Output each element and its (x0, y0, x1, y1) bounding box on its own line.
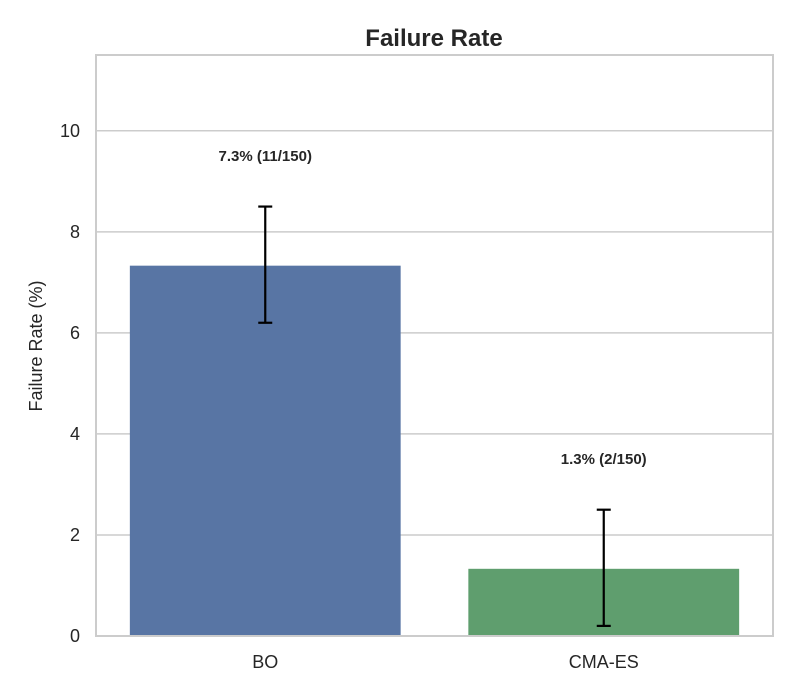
y-tick-label: 0 (70, 626, 80, 646)
labels: 0 2 4 6 8 10 BO 7.3% (11/150) CMA-ES 1.3% (2/150) (60, 121, 647, 672)
y-tick-label: 8 (70, 222, 80, 242)
plot-frame (95, 54, 774, 637)
data-label: 7.3% (11/150) (219, 148, 312, 165)
x-tick-label: BO (252, 652, 278, 672)
bar-bo (129, 265, 401, 636)
y-axis-label: Failure Rate (%) (26, 280, 46, 411)
bars (129, 265, 740, 636)
chart-title: Failure Rate (365, 25, 502, 52)
x-tick-label: CMA-ES (569, 652, 639, 672)
y-tick-label: 4 (70, 424, 80, 444)
error-bars (258, 205, 611, 627)
plot-border (95, 54, 774, 637)
data-label: 1.3% (2/150) (561, 451, 647, 468)
y-tick-label: 10 (60, 121, 80, 141)
y-tick-label: 6 (70, 323, 80, 343)
y-tick-label: 2 (70, 525, 80, 545)
